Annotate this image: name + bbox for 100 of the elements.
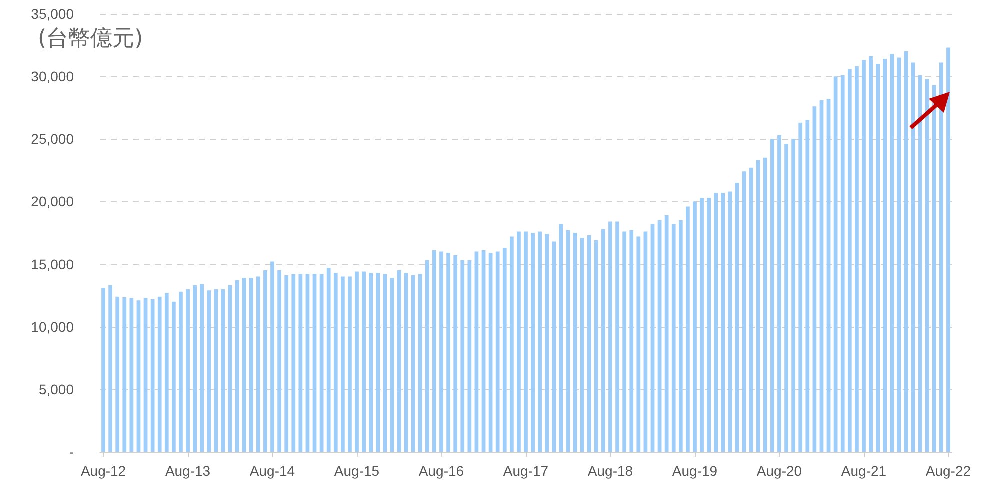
bar [517,232,521,452]
bar [770,139,774,452]
bar [383,274,388,452]
y-tick-label: 25,000 [31,131,74,148]
bar [693,202,697,452]
bar [376,273,380,452]
bar [256,276,260,452]
bar [834,76,838,452]
y-tick-label: 10,000 [31,318,74,335]
bar [749,168,754,452]
bar [784,144,788,452]
bar [559,224,564,452]
bar [116,296,120,452]
bar [566,230,570,452]
bar [826,99,831,452]
bar [214,289,218,452]
bar [425,260,430,452]
x-tick-label: Aug-19 [672,463,718,479]
bar [144,298,148,452]
bar [742,172,746,452]
bar [242,278,246,452]
bar [235,280,240,452]
bar [721,192,726,452]
bar [876,64,880,452]
bar [164,293,169,452]
bar [686,206,690,452]
bar [630,230,634,452]
bar [700,198,704,452]
x-tick-label: Aug-18 [588,463,634,479]
y-tick-label: 15,000 [31,256,74,272]
bar [130,298,134,452]
bar [179,292,183,452]
bar [778,135,782,452]
x-tick-label: Aug-12 [80,463,126,479]
y-tick-label: 30,000 [31,68,74,85]
bar [158,296,162,452]
bar [707,198,712,452]
y-tick-label: 5,000 [38,381,74,398]
bar [496,252,500,452]
bar [735,182,740,452]
bar [432,250,436,452]
bar [397,270,402,452]
bar [306,274,310,452]
bar [798,122,803,452]
x-tick-label: Aug-22 [926,463,972,479]
bar [172,302,176,452]
x-tick-label: Aug-21 [841,463,887,479]
bar [897,58,902,452]
bar [340,276,345,452]
bar [510,236,514,452]
bar [150,299,155,452]
bar [636,236,641,452]
bar [806,120,810,452]
bar [932,85,936,452]
bar [524,232,528,452]
bar [552,242,556,452]
bar [454,256,458,452]
bar [918,75,922,452]
bar [594,240,598,452]
bar [488,253,493,452]
bar [326,268,331,452]
bar [728,192,732,452]
bar [390,278,394,452]
bar [869,56,873,452]
bar [334,273,338,452]
bar [264,270,268,452]
bar [664,215,669,452]
bar [200,284,204,452]
bar [587,236,592,452]
bar [792,139,796,452]
bar [580,238,584,452]
bar [369,273,374,452]
bar [812,106,817,452]
bar [292,274,296,452]
bar [411,276,416,452]
bar [221,289,226,452]
bar [440,252,444,452]
bar [207,290,212,452]
x-tick-label: Aug-13 [165,463,211,479]
bar [862,60,866,452]
bar [672,224,676,452]
bar [482,250,486,452]
bar [312,274,317,452]
bar [848,69,852,452]
y-axis-title: (台幣億元) [38,26,144,52]
bar [193,286,197,452]
bar [940,62,944,452]
bar [362,272,366,452]
bar [249,278,254,452]
bar [348,276,352,452]
bar [186,289,190,452]
bar [756,160,760,452]
x-tick-label: Aug-16 [418,463,464,479]
bar [298,274,303,452]
bar [531,233,535,452]
bar [278,270,282,452]
bar [883,59,888,452]
bar [573,233,578,452]
bar [904,52,908,452]
bar [502,248,507,452]
